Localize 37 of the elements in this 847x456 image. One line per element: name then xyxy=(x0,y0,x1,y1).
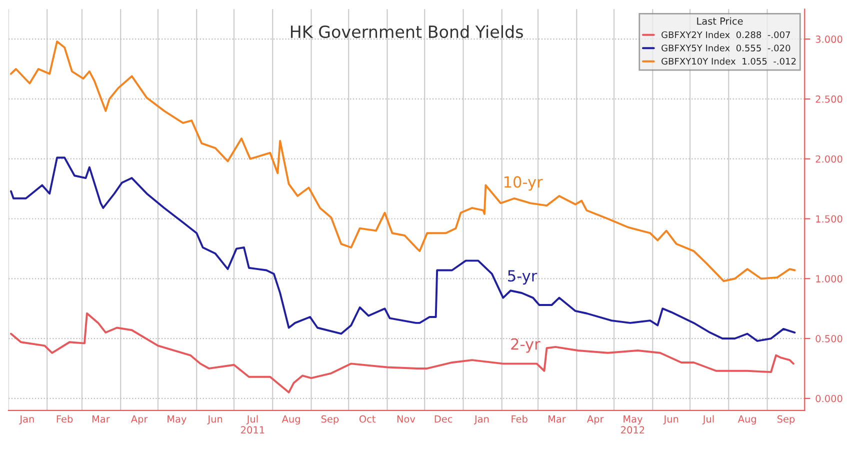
x-tick-label: Jun xyxy=(207,415,222,424)
annotation: 5-yr xyxy=(508,270,538,285)
x-tick-label: Dec xyxy=(434,415,452,423)
y-tick-label: 0.500 xyxy=(816,335,842,342)
x-tick-label: Mar xyxy=(548,415,566,423)
y-tick-label: 1.500 xyxy=(816,215,842,223)
y-tick-label: 3.000 xyxy=(816,36,842,43)
x-tick-label: Jan xyxy=(474,415,489,424)
y-tick-label: 2.000 xyxy=(816,155,842,163)
x-tick-label: Jul xyxy=(702,415,714,424)
y-tick-label: 0.000 xyxy=(816,394,842,402)
x-tick-label: Sep xyxy=(777,415,795,425)
line-series xyxy=(10,312,794,394)
y-tick-label: 1.000 xyxy=(816,275,842,282)
x-tick-label: Mar xyxy=(92,415,110,423)
x-tick-label: Nov xyxy=(397,415,416,423)
legend-label: GBFXY2Y Index 0.288 -.007 xyxy=(662,31,790,38)
x-tick-label: Feb xyxy=(512,415,528,423)
x-tick-label: Jul 2011 xyxy=(241,415,264,434)
x-tick-label: Aug xyxy=(738,415,756,425)
text: HK Government Bond Yields xyxy=(290,25,523,38)
annotation: 10-yr xyxy=(504,176,543,191)
y-tick-label: 2.500 xyxy=(816,95,842,103)
x-tick-label: Feb xyxy=(56,415,73,423)
x-tick-label: Oct xyxy=(359,415,376,423)
x-tick-label: May xyxy=(168,415,186,425)
legend-title: Last Price xyxy=(697,17,743,25)
x-tick-label: Jan xyxy=(19,415,34,424)
annotation: 2-yr xyxy=(511,338,540,353)
x-tick-label: Sep xyxy=(321,415,339,425)
x-tick-label: Jun xyxy=(663,415,678,424)
x-tick-label: Aug xyxy=(282,415,300,425)
legend-label: GBFXY5Y Index 0.555 -.020 xyxy=(662,44,790,52)
x-tick-label: Apr xyxy=(130,415,148,425)
legend-label: GBFXY10Y Index 1.055 -.012 xyxy=(662,58,796,65)
x-tick-label: May 2012 xyxy=(621,415,644,434)
x-tick-label: Apr xyxy=(586,415,604,425)
